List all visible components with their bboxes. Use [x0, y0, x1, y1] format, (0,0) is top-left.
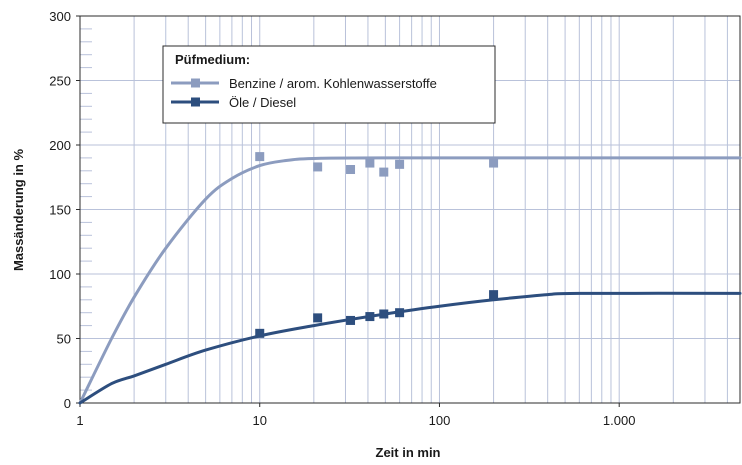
x-tick-label: 1: [76, 413, 83, 428]
legend-swatch-marker: [191, 78, 200, 88]
series-2-line: [78, 291, 742, 405]
x-tick-label: 1.000: [603, 413, 636, 428]
y-tick-label: 100: [49, 267, 71, 282]
legend-entry: Benzine / arom. Kohlenwasserstoffe: [229, 76, 437, 91]
series-1-marker: [489, 158, 499, 168]
series-1-marker: [395, 159, 405, 169]
series-1-marker: [346, 165, 356, 175]
x-tick-label: 10: [252, 413, 266, 428]
y-tick-label: 250: [49, 74, 71, 89]
legend-entry: Öle / Diesel: [229, 95, 296, 110]
series-1-marker: [379, 167, 389, 177]
x-tick-label: 100: [429, 413, 451, 428]
y-tick-label: 300: [49, 9, 71, 24]
x-axis-title: Zeit in min: [376, 445, 441, 460]
series-layer: [78, 152, 742, 405]
series-2-marker: [379, 309, 389, 319]
series-2-marker: [489, 290, 499, 300]
legend-title: Püfmedium:: [175, 52, 250, 67]
series-2-marker: [255, 328, 265, 338]
series-2-marker: [395, 308, 405, 318]
series-1-marker: [255, 152, 265, 162]
y-tick-label: 0: [64, 396, 71, 411]
series-2-marker: [313, 313, 323, 323]
axes: 0 50 100 150 200 250 300 1 10 100 1.000: [49, 9, 741, 428]
series-1-marker: [313, 162, 323, 172]
series-2-marker: [365, 312, 375, 322]
legend-swatch-marker: [191, 97, 200, 107]
y-tick-label: 50: [57, 332, 71, 347]
series-1-line: [78, 156, 742, 405]
series-2-marker: [346, 315, 356, 325]
series-1-marker: [365, 158, 375, 168]
y-tick-label: 200: [49, 138, 71, 153]
y-axis-title: Massänderung in %: [11, 149, 26, 272]
legend: Püfmedium: Benzine / arom. Kohlenwasserst…: [162, 45, 496, 124]
y-tick-label: 150: [49, 203, 71, 218]
